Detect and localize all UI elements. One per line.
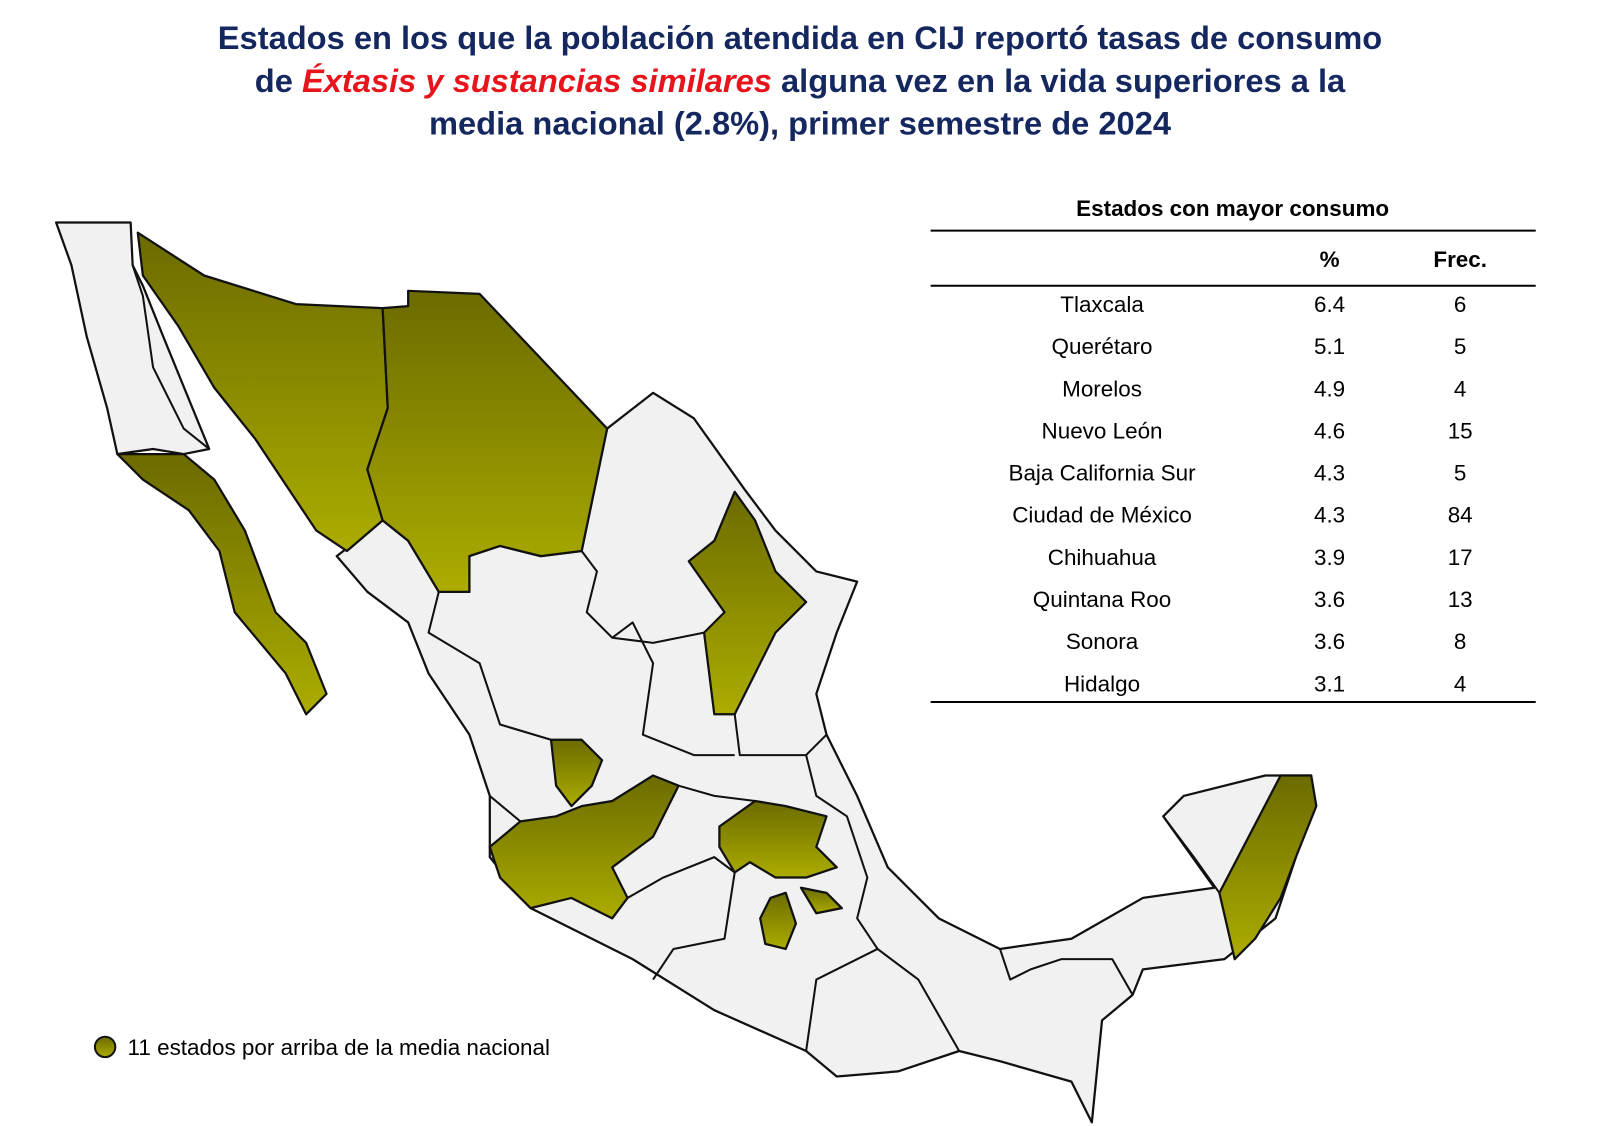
table-cell: 6	[1454, 292, 1466, 317]
title-text: alguna vez en la vida superiores a la	[781, 62, 1346, 99]
table-cell: 5	[1454, 461, 1466, 486]
title-line: media nacional (2.8%), primer semestre d…	[429, 105, 1171, 142]
state-border	[805, 947, 961, 1052]
table-cell: Querétaro	[1052, 334, 1153, 359]
state-highlighted	[759, 891, 798, 951]
table-cell: Nuevo León	[1042, 418, 1163, 443]
table-cell: 17	[1448, 545, 1473, 570]
table-cell: 8	[1454, 629, 1466, 654]
state-highlighted	[366, 289, 609, 593]
legend-swatch	[93, 1035, 117, 1059]
state-border	[999, 948, 1134, 996]
state-border	[1162, 815, 1221, 894]
table-cell: 3.6	[1314, 587, 1345, 612]
state-border	[733, 714, 828, 757]
table-cell: 3.1	[1314, 671, 1345, 696]
table-cell: 15	[1448, 418, 1473, 443]
state-border	[611, 621, 735, 757]
table-cell: Chihuahua	[1048, 545, 1157, 570]
table-header: %	[1320, 247, 1340, 272]
table-cell: 3.6	[1314, 629, 1345, 654]
table-title: Estados con mayor consumo	[1076, 196, 1389, 221]
table-cell: Quintana Roo	[1033, 587, 1171, 612]
table-cell: 4	[1454, 671, 1466, 696]
table-header: Frec.	[1433, 247, 1487, 272]
table-cell: 3.9	[1314, 545, 1345, 570]
table-cell: 4.3	[1314, 503, 1345, 528]
state-border	[427, 591, 552, 741]
state-highlighted	[136, 231, 389, 553]
table-cell: 4.3	[1314, 461, 1345, 486]
state-highlighted	[687, 490, 808, 716]
legend-label: 11 estados por arriba de la media nacion…	[128, 1035, 550, 1060]
state-highlighted	[799, 886, 843, 915]
table-cell: 6.4	[1314, 292, 1345, 317]
state-border	[131, 264, 210, 450]
table-cell: 4	[1454, 376, 1466, 401]
table-cell: Tlaxcala	[1060, 292, 1144, 317]
table: Estados con mayor consumo % Frec. Tlaxcala…	[930, 196, 1536, 704]
state-border	[678, 784, 756, 803]
legend: 11 estados por arriba de la media nacion…	[93, 1035, 550, 1060]
table-cell: Ciudad de México	[1012, 503, 1192, 528]
table-cell: 84	[1448, 503, 1473, 528]
table-cell: 13	[1448, 587, 1473, 612]
table-cell: Sonora	[1066, 629, 1139, 654]
state-highlighted	[549, 738, 604, 808]
table-cell: Morelos	[1062, 376, 1142, 401]
table-cell: Hidalgo	[1064, 671, 1140, 696]
title-line: de Éxtasis y sustancias similares alguna…	[255, 62, 1346, 99]
table-cell: 5.1	[1314, 334, 1345, 359]
state-border	[805, 754, 879, 950]
state-highlighted	[488, 774, 680, 920]
table-cell: Baja California Sur	[1008, 461, 1196, 486]
state-highlighted	[116, 452, 328, 716]
state-border	[489, 795, 522, 823]
state-highlighted	[718, 799, 838, 879]
table-cell: 4.6	[1314, 418, 1345, 443]
state-highlighted	[1218, 774, 1318, 961]
title-highlight: Éxtasis y sustancias similares	[302, 62, 772, 99]
table-cell: 4.9	[1314, 376, 1345, 401]
title-line: Estados en los que la población atendida…	[218, 19, 1382, 56]
map	[55, 221, 1318, 1124]
state-border	[580, 550, 705, 644]
table-cell: 5	[1454, 334, 1466, 359]
title-text: de	[255, 62, 293, 99]
